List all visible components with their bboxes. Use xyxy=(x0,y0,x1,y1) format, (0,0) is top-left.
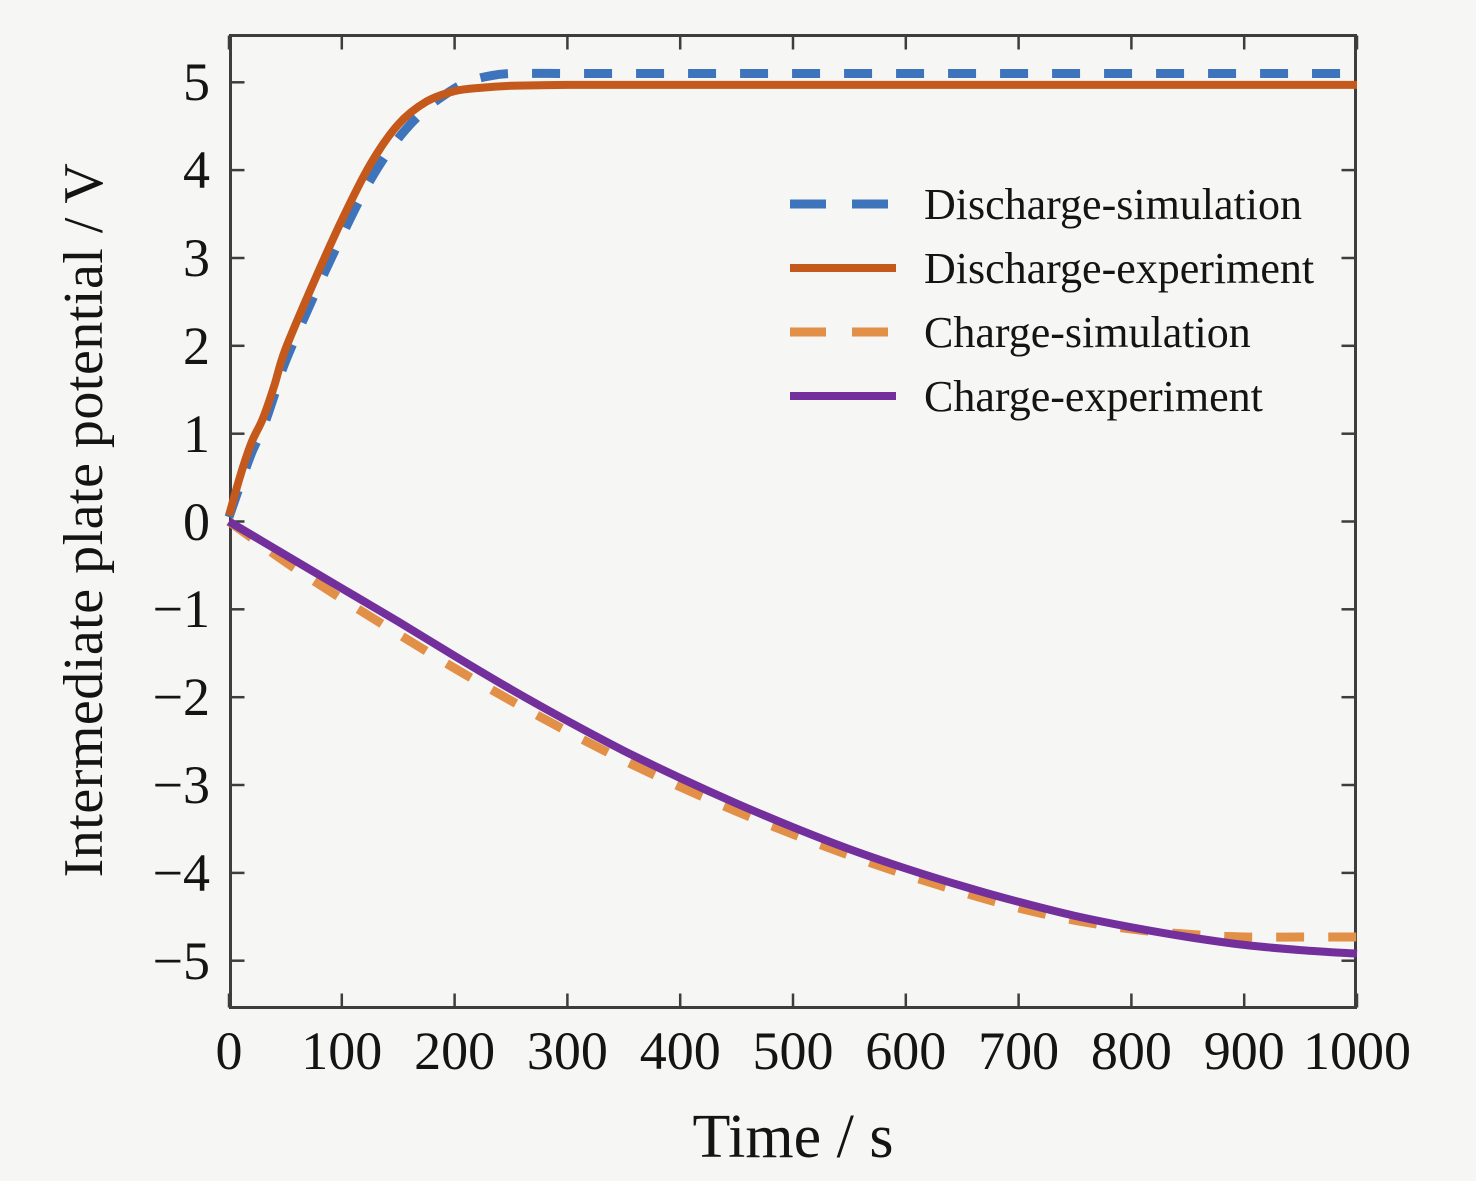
plot-area xyxy=(224,34,1359,1009)
x-tick-label-400: 400 xyxy=(639,1021,721,1081)
x-tick-label-0: 0 xyxy=(215,1021,243,1081)
y-tick-label-5: 5 xyxy=(183,52,210,113)
y-tick-label-3: 3 xyxy=(183,227,210,288)
legend-line-sample-charge-experiment xyxy=(790,392,896,400)
x-tick-label-1000: 1000 xyxy=(1303,1021,1411,1081)
y-tick-label-−5: −5 xyxy=(152,930,210,991)
y-tick-label-1: 1 xyxy=(183,403,210,464)
legend-label: Charge-experiment xyxy=(924,371,1263,421)
x-tick-label-100: 100 xyxy=(301,1021,383,1081)
legend-line-sample-charge-simulation xyxy=(790,327,896,337)
x-tick-label-700: 700 xyxy=(978,1021,1060,1081)
series-line-charge-experiment xyxy=(226,518,1358,958)
legend-item-charge-experiment: Charge-experiment xyxy=(790,364,1314,428)
x-tick-label-300: 300 xyxy=(526,1021,608,1081)
y-tick-label-−4: −4 xyxy=(152,842,210,903)
y-tick-label-4: 4 xyxy=(183,140,210,201)
x-tick-label-200: 200 xyxy=(414,1021,496,1081)
x-axis-title: Time / s xyxy=(692,1103,894,1171)
y-tick-label-−1: −1 xyxy=(152,579,210,640)
legend-label: Discharge-simulation xyxy=(924,179,1302,229)
legend-line-sample-discharge-experiment xyxy=(790,264,896,272)
y-tick-label-−2: −2 xyxy=(152,667,210,728)
y-tick-label-−3: −3 xyxy=(152,755,210,815)
legend-item-discharge-experiment: Discharge-experiment xyxy=(790,236,1314,300)
y-tick-label-2: 2 xyxy=(183,315,210,376)
y-tick-label-0: 0 xyxy=(183,491,210,552)
x-tick-label-600: 600 xyxy=(865,1021,947,1081)
series-line-charge-simulation xyxy=(226,517,1357,942)
legend-label: Discharge-experiment xyxy=(924,243,1315,293)
legend-line-sample-discharge-simulation xyxy=(790,199,896,209)
x-tick-label-500: 500 xyxy=(752,1021,834,1081)
legend: Discharge-simulation Discharge-experiment… xyxy=(790,172,1314,428)
x-tick-label-800: 800 xyxy=(1090,1021,1172,1081)
series-line-discharge-experiment xyxy=(225,80,1357,517)
legend-item-discharge-simulation: Discharge-simulation xyxy=(790,172,1314,236)
legend-item-charge-simulation: Charge-simulation xyxy=(790,300,1314,364)
legend-label: Charge-simulation xyxy=(924,307,1251,357)
x-tick-label-900: 900 xyxy=(1203,1021,1285,1081)
